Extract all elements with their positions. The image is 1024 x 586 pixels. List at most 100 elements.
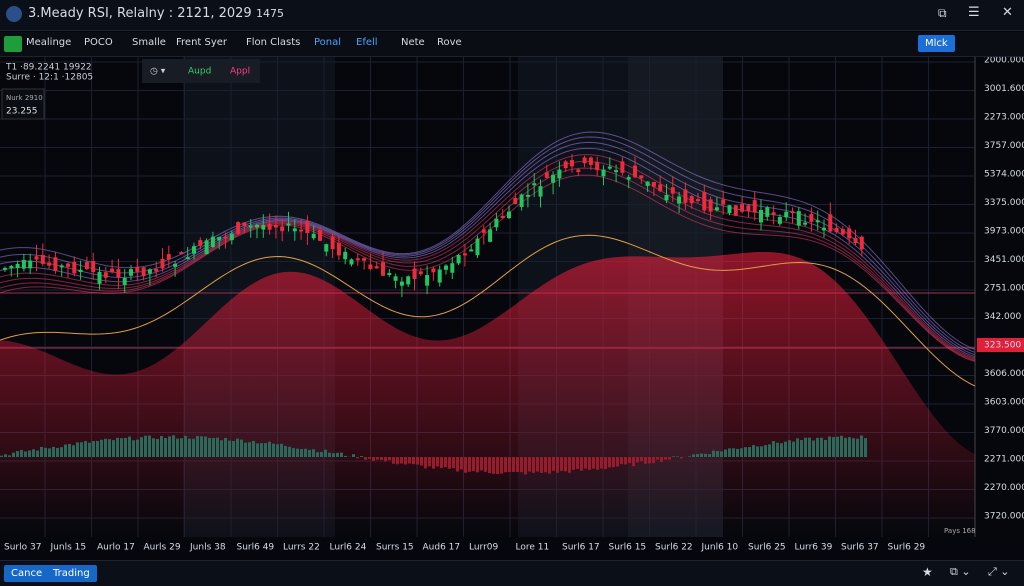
histogram-bar xyxy=(180,438,183,457)
candle-body xyxy=(268,224,272,230)
histogram-bar xyxy=(636,457,639,462)
candle-body xyxy=(242,223,246,227)
back-button[interactable] xyxy=(4,36,22,52)
toolbar-item[interactable]: Efell xyxy=(356,37,378,48)
candle-body xyxy=(772,212,776,215)
candle-body xyxy=(665,195,669,200)
candle-body xyxy=(746,205,750,211)
histogram-bar xyxy=(708,454,711,457)
histogram-bar xyxy=(544,457,547,472)
histogram-bar xyxy=(192,439,195,457)
copy-icon[interactable]: ⧉ xyxy=(938,6,947,21)
info-line: Surre · 12:1 ·12805 xyxy=(6,73,93,83)
histogram-bar xyxy=(828,436,831,457)
histogram-bar xyxy=(732,448,735,457)
candle-body xyxy=(274,225,278,227)
candle-body xyxy=(570,160,574,166)
histogram-bar xyxy=(472,457,475,471)
candle-body xyxy=(394,276,398,280)
histogram-bar xyxy=(336,453,339,457)
toolbar-item[interactable]: Frent Syer xyxy=(176,37,227,48)
histogram-bar xyxy=(208,438,211,457)
candle-body xyxy=(564,161,568,168)
candle-body xyxy=(123,278,127,285)
candle-body xyxy=(173,264,177,267)
histogram-bar xyxy=(720,451,723,457)
footer-button[interactable]: Cance xyxy=(4,565,49,582)
toolbar-item[interactable]: POCO xyxy=(84,37,113,48)
expand-icon[interactable]: ⤢ ⌄ xyxy=(988,565,1010,579)
price-label: 342.000 xyxy=(984,312,1021,322)
histogram-bar xyxy=(600,457,603,468)
time-label: Surl6 22 xyxy=(655,543,693,553)
histogram-bar xyxy=(648,457,651,463)
candle-body xyxy=(387,273,391,275)
histogram-bar xyxy=(508,457,511,472)
candle-body xyxy=(683,189,687,202)
candle-body xyxy=(293,228,297,231)
histogram-bar xyxy=(376,457,379,460)
histogram-bar xyxy=(84,441,87,457)
toolbar-item[interactable]: Smalle xyxy=(132,37,166,48)
candle-body xyxy=(16,264,20,268)
histogram-bar xyxy=(316,452,319,457)
histogram-bar xyxy=(456,457,459,471)
histogram-bar xyxy=(576,457,579,469)
candle-body xyxy=(230,234,234,240)
candle-body xyxy=(35,256,39,259)
header-value[interactable]: 1475 xyxy=(256,7,284,20)
star-icon[interactable]: ★ xyxy=(922,565,933,579)
candle-body xyxy=(457,255,461,263)
price-label: 5374.000 xyxy=(984,170,1024,180)
toolbar-item[interactable]: Flon Clasts xyxy=(246,37,300,48)
info-line: T1 ·89.2241 19922 xyxy=(5,63,92,73)
histogram-bar xyxy=(692,454,695,457)
candle-body xyxy=(740,204,744,212)
popup-item[interactable]: Appl xyxy=(230,67,250,77)
histogram-bar xyxy=(540,457,543,473)
toolbar-item[interactable]: Mealinge xyxy=(26,37,71,48)
menu-icon[interactable]: ☰ xyxy=(968,5,980,20)
price-label: 3770.000 xyxy=(984,426,1024,436)
histogram-bar xyxy=(568,457,571,473)
histogram-bar xyxy=(524,457,527,474)
histogram-bar xyxy=(480,457,483,470)
histogram-bar xyxy=(528,457,531,472)
histogram-bar xyxy=(632,457,635,466)
candle-body xyxy=(110,269,114,272)
title-bar: 3.Meady RSI, Relalny : 2121, 2029 1475 ⧉… xyxy=(0,0,1024,31)
histogram-bar xyxy=(712,451,715,457)
close-icon[interactable]: ✕ xyxy=(1002,5,1013,20)
window-icon[interactable]: ⧉ ⌄ xyxy=(950,565,971,579)
footer-button[interactable]: Trading xyxy=(46,565,97,582)
histogram-bar xyxy=(788,440,791,457)
candle-body xyxy=(413,268,417,279)
histogram-bar xyxy=(448,457,451,469)
price-label: 2000.000 xyxy=(984,57,1024,66)
histogram-bar xyxy=(356,457,359,458)
price-label: 2751.000 xyxy=(984,284,1024,294)
candle-body xyxy=(224,237,228,239)
toolbar-item[interactable]: Rove xyxy=(437,37,462,48)
candle-body xyxy=(627,177,631,179)
time-label: Surl6 29 xyxy=(888,543,926,553)
candle-body xyxy=(53,257,57,271)
popup-item[interactable]: Aupd xyxy=(188,67,211,77)
candle-body xyxy=(331,236,335,249)
toolbar-item[interactable]: Ponal xyxy=(314,37,341,48)
histogram-bar xyxy=(500,457,503,474)
popup-icon[interactable]: ◷ ▾ xyxy=(150,67,166,77)
toolbar-button[interactable]: Mlck xyxy=(918,35,955,52)
histogram-bar xyxy=(272,444,275,457)
toolbar-item[interactable]: Nete xyxy=(401,37,425,48)
histogram-bar xyxy=(504,457,507,472)
histogram-bar xyxy=(776,443,779,457)
histogram-bar xyxy=(516,457,519,472)
histogram-bar xyxy=(284,446,287,457)
histogram-bar xyxy=(332,453,335,457)
candle-body xyxy=(47,263,51,266)
candle-body xyxy=(860,237,864,250)
candle-body xyxy=(526,195,530,197)
histogram-bar xyxy=(808,438,811,457)
candle-body xyxy=(60,265,64,267)
